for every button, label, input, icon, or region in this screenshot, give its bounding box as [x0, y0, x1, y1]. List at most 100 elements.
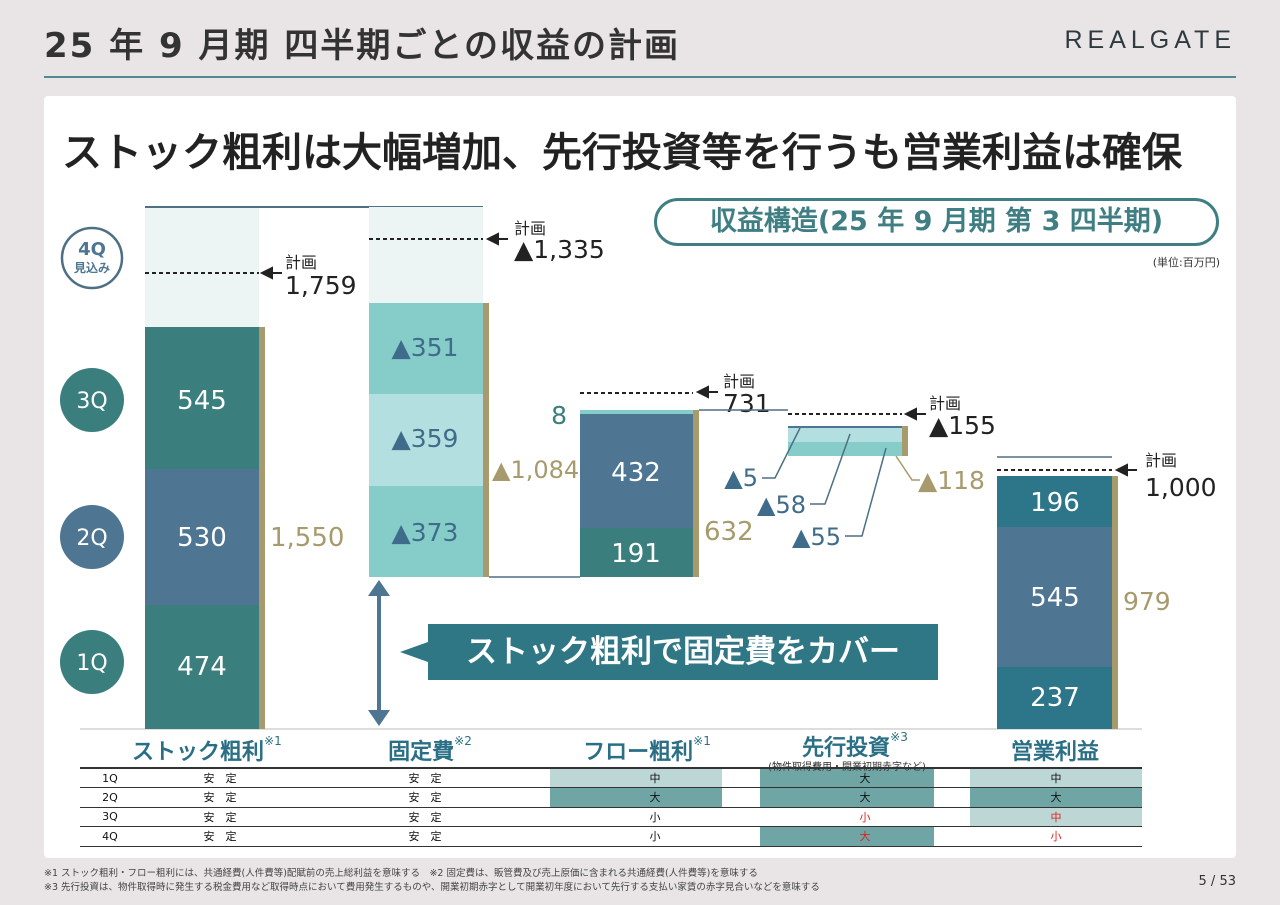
- page-total: 53: [1219, 874, 1236, 889]
- table-cell: 小: [550, 826, 760, 847]
- fixed-plan-value: ▲1,335: [514, 235, 605, 264]
- quarter-circle-1q-label: 1Q: [76, 651, 107, 676]
- fixed-forecast-area: [369, 207, 483, 303]
- category-label-stock: ストック粗利※1: [132, 734, 282, 766]
- flow-value-1q: 191: [611, 539, 661, 569]
- table-cell: 安 定: [300, 807, 550, 827]
- fixed-value-3q: ▲351: [392, 333, 459, 362]
- stock-bar-2q: [145, 469, 259, 605]
- invest-plan-value: ▲155: [929, 411, 996, 440]
- op-bar-3q: [997, 476, 1112, 527]
- table-cell: 中: [970, 807, 1142, 827]
- footnote-1: ※1 ストック粗利・フロー粗利には、共通経費(人件費等)配賦前の売上総利益を意味…: [44, 868, 758, 879]
- footnote-2: ※3 先行投資は、物件取得時に発生する税金費用など取得時点において費用発生するも…: [44, 882, 820, 893]
- table-cell-q: 1Q: [80, 767, 140, 788]
- table-row: 1Q 安 定 安 定 中 大 中: [80, 767, 1142, 788]
- category-label-invest: 先行投資※3: [790, 730, 920, 762]
- flow-total-bar: [693, 410, 699, 577]
- table-cell: 中: [550, 767, 760, 788]
- op-bar-1q: [997, 667, 1112, 729]
- invest-leader-1q: [845, 447, 887, 537]
- page-title: 25 年 9 月期 四半期ごとの収益の計画: [44, 26, 680, 66]
- stock-bar-3q: [145, 327, 259, 469]
- category-label-op-text: 営業利益: [1010, 740, 1099, 765]
- quarter-circle-3q-label: 3Q: [76, 389, 107, 414]
- fixed-plan-label: 計画: [514, 219, 546, 238]
- invest-plan-label: 計画: [929, 394, 961, 413]
- quarter-circle-2q: 2Q: [60, 505, 124, 569]
- category-label-stock-text: ストック粗利: [132, 740, 265, 765]
- stock-plan-label: 計画: [285, 253, 317, 272]
- table-cell: 大: [760, 767, 970, 788]
- stock-total: 1,550: [270, 523, 344, 553]
- fixed-total-bar: [483, 303, 489, 577]
- category-label-fixed-text: 固定費: [388, 740, 455, 765]
- table-cell-q: 3Q: [80, 807, 140, 827]
- flow-plan-value: 731: [723, 389, 771, 418]
- stability-table: 1Q 安 定 安 定 中 大 中 2Q 安 定 安 定 大 大 大 3Q 安 定…: [80, 767, 1142, 847]
- invest-value-2q: ▲58: [757, 491, 806, 519]
- table-cell: 安 定: [140, 787, 300, 808]
- stock-value-1q: 474: [177, 652, 227, 682]
- flow-bar-1q: [580, 528, 693, 577]
- category-note-flow: ※1: [693, 734, 711, 748]
- table-cell: 安 定: [300, 826, 550, 847]
- quarter-circle-3q: 3Q: [60, 368, 124, 432]
- category-label-op: 営業利益: [995, 734, 1115, 766]
- coverage-double-arrow: [368, 580, 390, 726]
- table-cell: 安 定: [140, 826, 300, 847]
- quarter-circle-4q-label: 4Q: [78, 239, 106, 260]
- category-note-invest: ※3: [890, 730, 908, 744]
- fixed-bar-3q: [369, 303, 483, 394]
- quarter-circle-4q: 4Q 見込み: [60, 226, 124, 290]
- table-cell: 安 定: [140, 807, 300, 827]
- fixed-bar-1q: [369, 486, 483, 577]
- table-cell: 安 定: [140, 767, 300, 788]
- table-cell-q: 4Q: [80, 826, 140, 847]
- company-logo: REALGATE: [1064, 26, 1236, 54]
- page-number: 5 / 53: [1199, 874, 1237, 889]
- table-cell-q: 2Q: [80, 787, 140, 808]
- category-label-fixed: 固定費※2: [370, 734, 490, 766]
- page-current: 5: [1198, 874, 1207, 889]
- invest-leader-total: [895, 455, 920, 481]
- flow-bar-2q: [580, 414, 693, 528]
- table-row: 2Q 安 定 安 定 大 大 大: [80, 787, 1142, 808]
- quarter-circle-2q-label: 2Q: [76, 526, 107, 551]
- table-cell: 安 定: [300, 767, 550, 788]
- invest-plan-arrow: [903, 407, 926, 421]
- title-divider: [44, 76, 1236, 78]
- stock-plan-arrow: [259, 266, 282, 280]
- op-value-2q: 545: [1030, 583, 1080, 613]
- table-row: 3Q 安 定 安 定 小 小 中: [80, 807, 1142, 827]
- table-cell: 小: [760, 807, 970, 827]
- fixed-plan-arrow: [485, 232, 508, 246]
- table-cell: 小: [550, 807, 760, 827]
- category-note-stock: ※1: [264, 734, 282, 748]
- table-cell: 大: [760, 826, 970, 847]
- op-plan-value: 1,000: [1145, 473, 1217, 502]
- op-bar-2q: [997, 527, 1112, 667]
- quarter-circle-1q: 1Q: [60, 630, 124, 694]
- category-label-flow: フロー粗利※1: [572, 734, 722, 766]
- category-label-flow-text: フロー粗利: [583, 740, 694, 765]
- stock-bar-1q: [145, 605, 259, 729]
- invest-total: ▲118: [918, 466, 985, 495]
- flow-total: 632: [704, 517, 754, 547]
- op-plan-arrow: [1114, 463, 1137, 477]
- op-value-3q: 196: [1030, 488, 1080, 518]
- stock-forecast-area: [145, 207, 259, 327]
- invest-total-bar: [902, 426, 908, 456]
- flow-bar-3q: [580, 410, 693, 414]
- stock-value-3q: 545: [177, 386, 227, 416]
- page-separator: /: [1210, 874, 1216, 889]
- op-total-bar: [1112, 476, 1118, 729]
- op-plan-label: 計画: [1145, 451, 1177, 470]
- fixed-bar-2q: [369, 394, 483, 486]
- invest-value-1q: ▲55: [792, 523, 841, 551]
- flow-value-2q: 432: [611, 458, 661, 488]
- table-cell: 小: [970, 826, 1142, 847]
- table-cell: 安 定: [300, 787, 550, 808]
- flow-plan-arrow: [695, 385, 718, 399]
- invest-bar-2q: [788, 428, 902, 442]
